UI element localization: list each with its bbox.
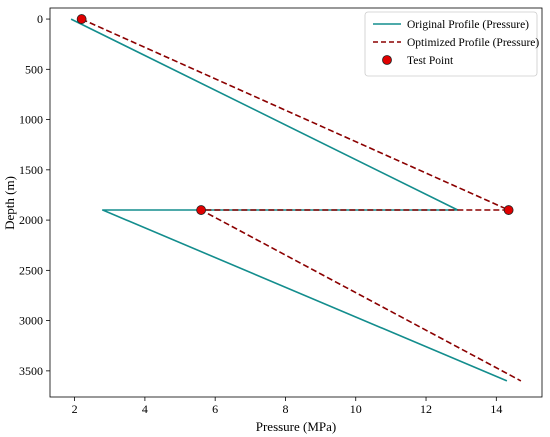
y-axis: 0 500 1000 1500 2000 2500 3000 3500 xyxy=(19,12,50,378)
series-layer xyxy=(70,14,522,382)
x-tick-label-14: 14 xyxy=(490,402,502,416)
y-tick-label-1500: 1500 xyxy=(19,163,43,177)
legend: Original Profile (Pressure) Optimized Pr… xyxy=(364,11,539,77)
test-point-2 xyxy=(196,205,207,215)
legend-label-original: Original Profile (Pressure) xyxy=(407,19,529,31)
y-tick-label-0: 0 xyxy=(37,12,43,26)
x-tick-label-8: 8 xyxy=(282,402,288,416)
x-tick-label-10: 10 xyxy=(350,402,362,416)
legend-label-optimized: Optimized Profile (Pressure) xyxy=(407,37,539,49)
x-tick-label-2: 2 xyxy=(72,402,78,416)
legend-label-testpoint: Test Point xyxy=(407,55,454,67)
optimized-profile-line xyxy=(81,18,522,382)
test-point-1 xyxy=(503,205,514,215)
x-axis: 2 4 6 8 10 12 14 xyxy=(72,397,502,416)
x-tick-label-12: 12 xyxy=(420,402,432,416)
x-axis-title: Pressure (MPa) xyxy=(256,419,337,434)
y-tick-label-2500: 2500 xyxy=(19,263,43,277)
test-point-0 xyxy=(76,14,87,24)
y-tick-label-2000: 2000 xyxy=(19,213,43,227)
legend-box xyxy=(364,11,538,77)
x-tick-label-4: 4 xyxy=(142,402,148,416)
x-tick-label-6: 6 xyxy=(212,402,218,416)
y-tick-label-3000: 3000 xyxy=(19,314,43,328)
y-axis-title: Depth (m) xyxy=(2,176,17,230)
legend-swatch-testpoint xyxy=(382,55,392,65)
y-tick-label-500: 500 xyxy=(25,62,43,76)
y-tick-label-1000: 1000 xyxy=(19,113,43,127)
y-tick-label-3500: 3500 xyxy=(19,364,43,378)
